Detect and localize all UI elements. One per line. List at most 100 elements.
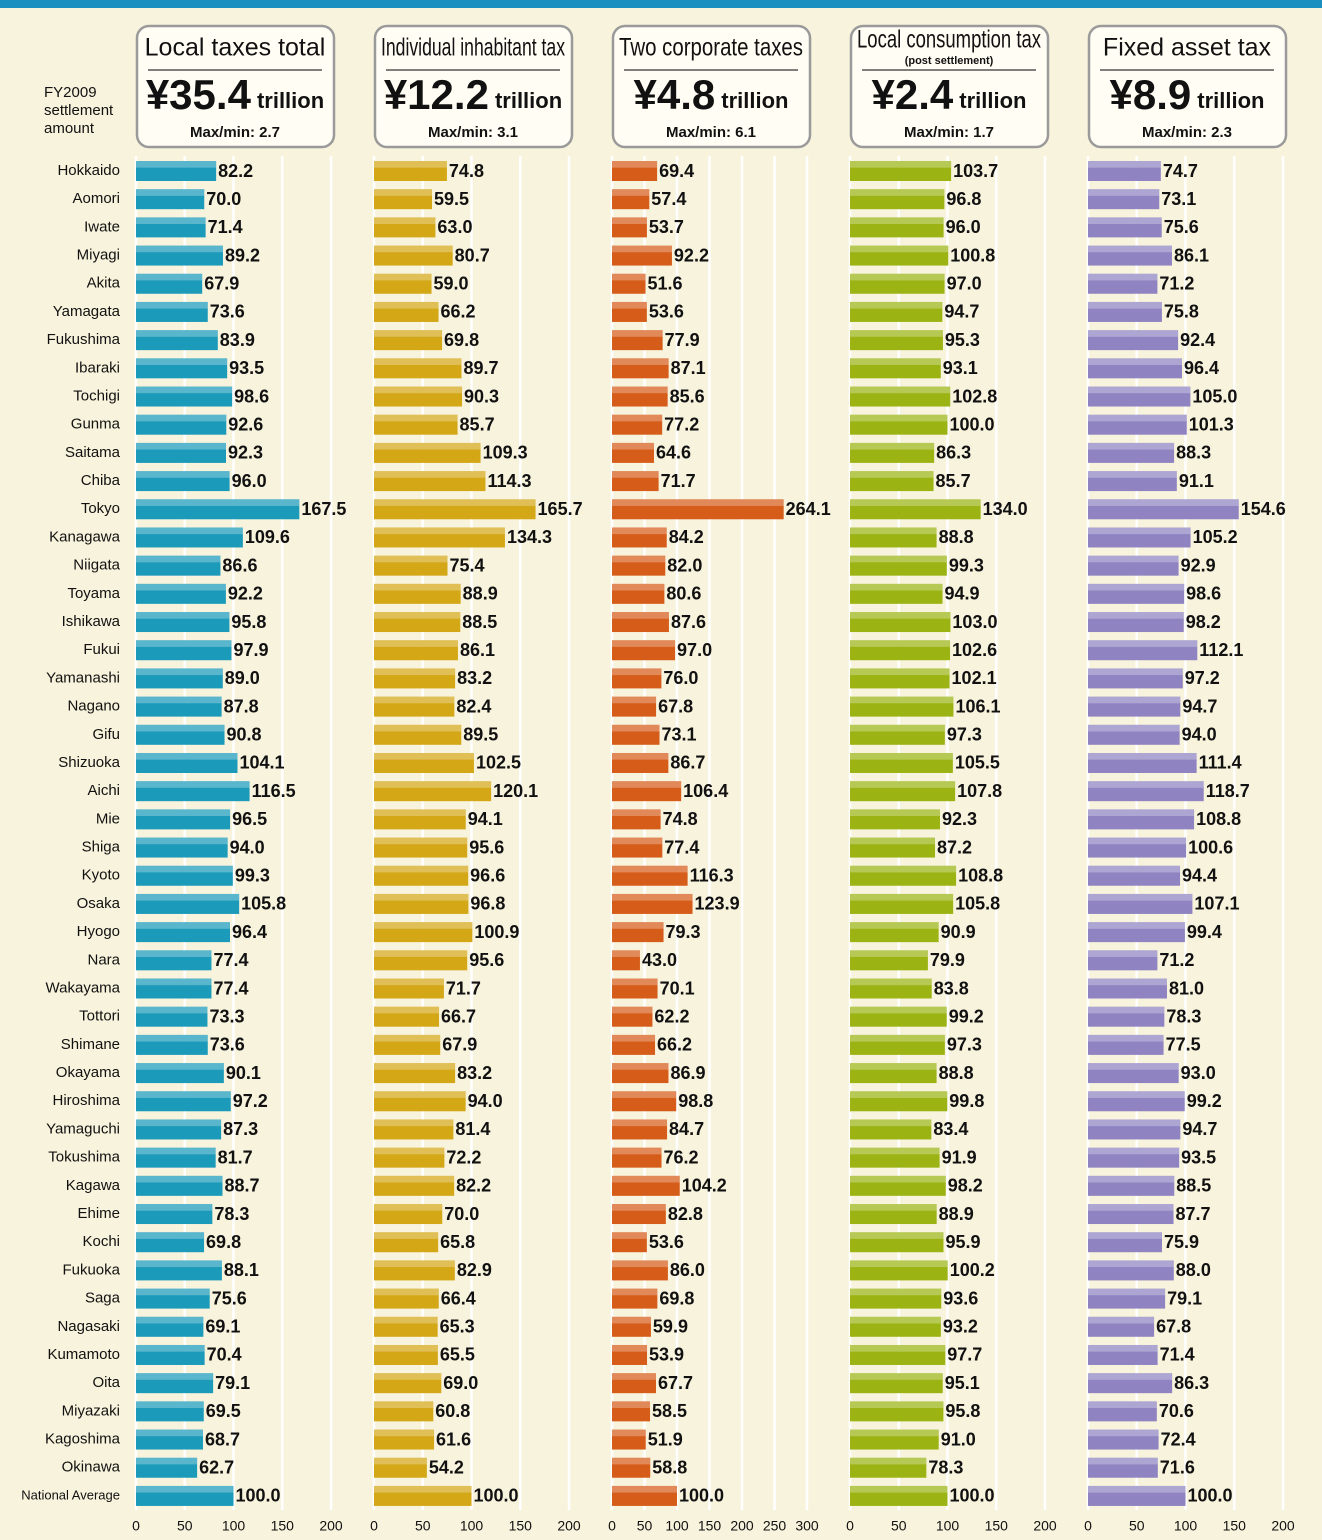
value-label: 100.0 — [1188, 1486, 1233, 1506]
value-label: 78.3 — [214, 1204, 249, 1224]
value-label: 70.4 — [207, 1345, 242, 1365]
bar-shine — [1088, 1147, 1180, 1155]
bar — [850, 1457, 927, 1478]
value-label: 116.3 — [690, 866, 734, 886]
value-label: 77.2 — [664, 414, 699, 434]
bar — [1088, 640, 1198, 661]
value-label: 87.2 — [937, 837, 972, 857]
bar-shine — [374, 442, 481, 450]
header-box — [373, 24, 574, 149]
bar — [612, 1063, 669, 1084]
x-tick-label: 100 — [936, 1518, 960, 1534]
bar — [850, 1232, 944, 1253]
bar-shine — [850, 1232, 944, 1239]
bar — [612, 1401, 651, 1422]
bar — [136, 499, 300, 520]
value-label: 97.3 — [947, 725, 982, 745]
bar — [374, 1034, 441, 1055]
bar — [374, 640, 458, 661]
bar-shine — [1088, 1091, 1185, 1098]
bar — [612, 893, 693, 914]
value-label: 97.9 — [233, 640, 268, 660]
bar-shine — [612, 696, 657, 704]
bar-shine — [850, 1091, 948, 1098]
bar — [850, 245, 949, 266]
value-label: 92.3 — [942, 809, 977, 829]
value-label: 97.2 — [1185, 668, 1220, 688]
value-label: 72.4 — [1161, 1429, 1196, 1449]
bar-shine — [374, 837, 468, 845]
value-label: 105.8 — [955, 894, 1000, 914]
bar — [1088, 696, 1181, 717]
value-label: 93.6 — [943, 1288, 978, 1308]
value-label: 90.3 — [464, 386, 499, 406]
panel-title: Fixed asset tax — [1103, 34, 1272, 62]
value-label: 80.7 — [455, 245, 490, 265]
bar — [136, 1457, 198, 1478]
bar-shine — [374, 865, 469, 873]
category-label: Kumamoto — [47, 1346, 120, 1363]
bar — [136, 555, 221, 576]
bar — [374, 1429, 435, 1450]
value-label: 95.8 — [231, 612, 266, 632]
value-label: 107.8 — [957, 781, 1002, 801]
value-label: 51.9 — [648, 1429, 683, 1449]
bar — [612, 471, 659, 492]
category-label: Okinawa — [62, 1459, 121, 1476]
value-label: 68.7 — [205, 1429, 240, 1449]
bar — [1088, 1429, 1159, 1450]
bar — [850, 189, 945, 210]
bar — [136, 696, 222, 717]
bar-shine — [374, 358, 462, 365]
bar — [374, 893, 469, 914]
x-tick-label: 50 — [1129, 1518, 1145, 1534]
bar — [612, 1288, 658, 1309]
bar-shine — [612, 865, 688, 873]
amount-unit: trillion — [1197, 88, 1264, 113]
bar-shine — [850, 781, 956, 788]
value-label: 93.2 — [943, 1317, 978, 1337]
value-label: 94.4 — [1182, 866, 1217, 886]
bar — [1088, 442, 1175, 463]
bar — [374, 1147, 445, 1168]
bar-shine — [1088, 1063, 1179, 1070]
value-label: 82.8 — [668, 1204, 703, 1224]
value-label: 100.2 — [950, 1260, 995, 1280]
bar — [1088, 1232, 1163, 1253]
value-label: 100.0 — [679, 1486, 724, 1506]
bar-shine — [850, 640, 951, 647]
bar — [1088, 217, 1162, 238]
bar-shine — [1088, 386, 1191, 394]
category-label: Tokushima — [48, 1149, 120, 1166]
bar — [1088, 1175, 1175, 1196]
value-label: 66.7 — [441, 1006, 476, 1026]
bar — [1088, 1034, 1164, 1055]
category-label: Tottori — [79, 1008, 120, 1025]
bar-shine — [136, 1316, 204, 1324]
bar-shine — [136, 442, 226, 450]
bar — [850, 668, 950, 689]
bar-shine — [612, 922, 664, 929]
value-label: 69.0 — [443, 1373, 478, 1393]
bar-shine — [850, 442, 935, 450]
value-label: 82.4 — [456, 696, 491, 716]
value-label: 95.9 — [946, 1232, 981, 1252]
x-tick-label: 200 — [319, 1518, 343, 1534]
bar — [374, 612, 461, 633]
value-label: 97.0 — [677, 640, 712, 660]
value-label: 77.4 — [664, 837, 699, 857]
bar-shine — [136, 781, 250, 788]
bar-shine — [374, 1288, 439, 1296]
bar — [374, 1288, 439, 1309]
bar — [1088, 471, 1177, 492]
amount-value: ¥35.4 — [146, 71, 252, 118]
bar — [1088, 1147, 1180, 1168]
bar — [850, 1429, 939, 1450]
value-label: 92.3 — [228, 443, 263, 463]
bar-shine — [850, 696, 954, 704]
bar — [374, 1204, 443, 1225]
bar — [612, 865, 688, 886]
value-label: 75.6 — [1164, 217, 1199, 237]
bar — [1088, 1316, 1155, 1337]
value-label: 99.2 — [949, 1006, 984, 1026]
